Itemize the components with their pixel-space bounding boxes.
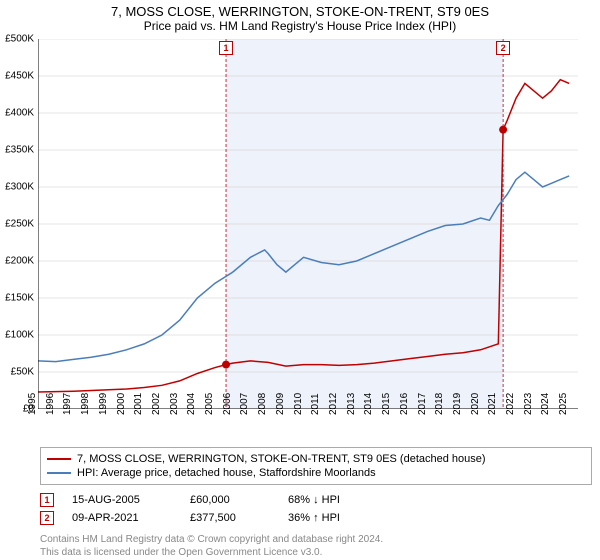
x-axis-label: 2025: [558, 393, 569, 415]
sale-price: £60,000: [190, 494, 270, 506]
legend-label: 7, MOSS CLOSE, WERRINGTON, STOKE-ON-TREN…: [77, 453, 486, 465]
sale-row: 2 09-APR-2021 £377,500 36% ↑ HPI: [40, 509, 592, 527]
legend-item: 7, MOSS CLOSE, WERRINGTON, STOKE-ON-TREN…: [47, 452, 585, 466]
y-axis-label: £350K: [5, 145, 34, 156]
x-axis-label: 2014: [363, 393, 374, 415]
footer-line-1: Contains HM Land Registry data © Crown c…: [40, 533, 592, 546]
legend-item: HPI: Average price, detached house, Staf…: [47, 466, 585, 480]
x-axis-label: 1995: [27, 393, 38, 415]
chart-title: 7, MOSS CLOSE, WERRINGTON, STOKE-ON-TREN…: [0, 0, 600, 19]
sale-marker-badge: 1: [40, 493, 54, 507]
x-axis-label: 2023: [523, 393, 534, 415]
x-axis-label: 2009: [275, 393, 286, 415]
x-axis-label: 2001: [133, 393, 144, 415]
x-axis-label: 2012: [328, 393, 339, 415]
x-axis-label: 1997: [62, 393, 73, 415]
sale-marker-2: 2: [496, 41, 510, 55]
y-axis-label: £450K: [5, 71, 34, 82]
x-axis-label: 2024: [540, 393, 551, 415]
x-axis-label: 2015: [381, 393, 392, 415]
x-axis-label: 2021: [487, 393, 498, 415]
y-axis-label: £250K: [5, 219, 34, 230]
sales-table: 1 15-AUG-2005 £60,000 68% ↓ HPI 2 09-APR-2021…: [40, 491, 592, 527]
x-axis-label: 2000: [115, 393, 126, 415]
y-axis-label: £100K: [5, 330, 34, 341]
sale-marker-1: 1: [219, 41, 233, 55]
footer-line-2: This data is licensed under the Open Gov…: [40, 546, 592, 559]
x-axis-label: 1998: [80, 393, 91, 415]
y-axis-label: £400K: [5, 108, 34, 119]
footer-attribution: Contains HM Land Registry data © Crown c…: [40, 533, 592, 559]
x-axis-label: 2018: [434, 393, 445, 415]
x-axis-label: 1996: [45, 393, 56, 415]
sale-diff: 36% ↑ HPI: [288, 512, 340, 524]
sale-row: 1 15-AUG-2005 £60,000 68% ↓ HPI: [40, 491, 592, 509]
x-axis-label: 2011: [311, 393, 322, 415]
chart-container: 7, MOSS CLOSE, WERRINGTON, STOKE-ON-TREN…: [0, 0, 600, 560]
x-axis-label: 2008: [257, 393, 268, 415]
x-axis-label: 2005: [204, 393, 215, 415]
y-axis-label: £300K: [5, 182, 34, 193]
y-axis-label: £200K: [5, 256, 34, 267]
x-axis-label: 2006: [222, 393, 233, 415]
x-axis-label: 2007: [239, 393, 250, 415]
line-chart-svg: [38, 39, 578, 409]
legend-label: HPI: Average price, detached house, Staf…: [77, 467, 376, 479]
sale-date: 15-AUG-2005: [72, 494, 172, 506]
x-axis-label: 2019: [452, 393, 463, 415]
sale-price: £377,500: [190, 512, 270, 524]
x-axis-label: 2004: [186, 393, 197, 415]
chart-area: £0£50K£100K£150K£200K£250K£300K£350K£400…: [38, 39, 598, 409]
y-axis-label: £500K: [5, 34, 34, 45]
sale-marker-badge: 2: [40, 511, 54, 525]
x-axis-label: 2010: [292, 393, 303, 415]
sale-diff: 68% ↓ HPI: [288, 494, 340, 506]
sale-date: 09-APR-2021: [72, 512, 172, 524]
x-axis-label: 2003: [169, 393, 180, 415]
x-axis-label: 2022: [505, 393, 516, 415]
x-axis-label: 2002: [151, 393, 162, 415]
legend: 7, MOSS CLOSE, WERRINGTON, STOKE-ON-TREN…: [40, 447, 592, 485]
y-axis-label: £150K: [5, 293, 34, 304]
x-axis-label: 2013: [346, 393, 357, 415]
x-axis-label: 2020: [469, 393, 480, 415]
x-axis-label: 2017: [416, 393, 427, 415]
y-axis-label: £50K: [11, 367, 34, 378]
chart-subtitle: Price paid vs. HM Land Registry's House …: [0, 19, 600, 39]
legend-swatch: [47, 458, 71, 460]
x-axis-label: 1999: [98, 393, 109, 415]
legend-swatch: [47, 472, 71, 474]
x-axis-label: 2016: [399, 393, 410, 415]
